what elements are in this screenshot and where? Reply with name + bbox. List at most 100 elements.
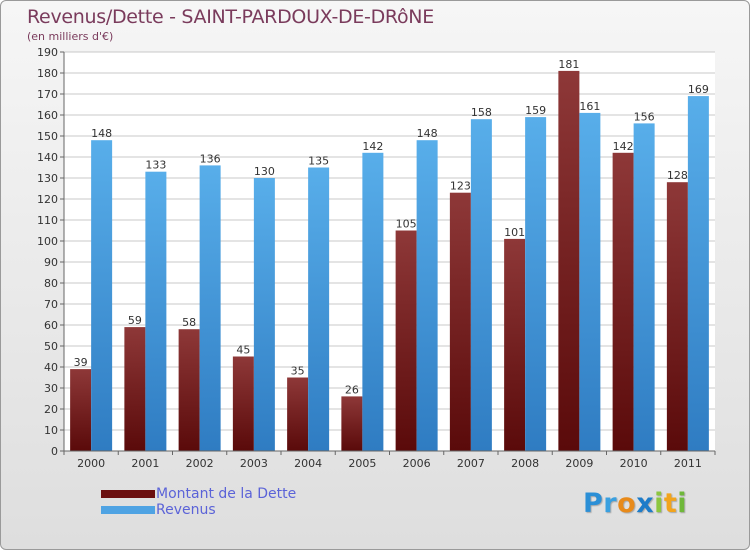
bar-revenus [308, 167, 330, 451]
y-tick-label: 120 [37, 193, 58, 206]
y-tick-label: 20 [44, 403, 58, 416]
data-label: 159 [525, 104, 546, 117]
x-tick-label: 2001 [131, 457, 159, 470]
y-tick-label: 170 [37, 88, 58, 101]
y-tick-label: 50 [44, 340, 58, 353]
data-label: 161 [579, 100, 600, 113]
x-tick-label: 2011 [674, 457, 702, 470]
bars [70, 70, 709, 452]
data-label: 181 [558, 58, 579, 71]
y-tick-label: 60 [44, 319, 58, 332]
y-tick-label: 150 [37, 130, 58, 143]
data-label: 35 [291, 365, 305, 378]
legend-swatch-dette [101, 490, 155, 498]
bar-revenus [687, 96, 709, 451]
bar-dette [395, 230, 417, 451]
data-label: 148 [91, 127, 112, 140]
x-tick-label: 2008 [511, 457, 539, 470]
chart-subtitle: (en milliers d'€) [27, 30, 114, 43]
legend-label-dette: Montant de la Dette [156, 486, 297, 502]
bar-revenus [91, 140, 113, 451]
data-label: 26 [345, 383, 359, 396]
y-tick-label: 160 [37, 109, 58, 122]
logo-letter: x [636, 488, 655, 519]
y-tick-label: 30 [44, 382, 58, 395]
data-label: 39 [74, 356, 88, 369]
bar-revenus [199, 165, 221, 451]
legend-swatch-revenus [101, 506, 155, 514]
chart-title: Revenus/Dette - SAINT-PARDOUX-DE-DRôNE [27, 6, 434, 28]
logo-letter: i [677, 488, 688, 519]
bar-dette [341, 396, 363, 451]
x-tick-label: 2005 [348, 457, 376, 470]
data-label: 135 [308, 155, 329, 168]
bar-revenus [525, 117, 547, 451]
logo-letter: i [654, 488, 664, 519]
data-label: 130 [254, 165, 275, 178]
bar-dette [449, 192, 471, 451]
y-tick-label: 100 [37, 235, 58, 248]
bar-dette [558, 70, 580, 452]
logo-letter: t [663, 488, 678, 519]
plot-area [64, 52, 715, 451]
grid-lines [64, 51, 715, 452]
data-label: 156 [634, 110, 655, 123]
bar-dette [232, 356, 254, 451]
bar-revenus [633, 123, 655, 452]
y-tick-label: 140 [37, 151, 58, 164]
data-label: 133 [145, 159, 166, 172]
proxiti-logo: Proxiti [583, 488, 687, 519]
data-label: 105 [396, 218, 417, 231]
data-label: 58 [182, 316, 196, 329]
bar-revenus [579, 112, 601, 452]
y-tick-label: 180 [37, 67, 58, 80]
y-tick-label: 10 [44, 424, 58, 437]
bar-dette [124, 327, 146, 451]
bar-revenus [253, 178, 275, 451]
logo-letter: P [583, 488, 604, 519]
data-labels: 39 148 59 133 58 136 45 130 35 135 26 142 105 148 123 1… [74, 58, 709, 396]
data-label: 123 [450, 180, 471, 193]
data-label: 169 [688, 83, 709, 96]
y-tick-label: 0 [51, 445, 58, 458]
data-label: 136 [200, 152, 221, 165]
data-label: 101 [504, 226, 525, 239]
x-tick-label: 2009 [565, 457, 593, 470]
bar-dette [287, 377, 309, 451]
bar-dette [666, 182, 688, 451]
x-tick-label: 2006 [403, 457, 431, 470]
y-tick-label: 90 [44, 256, 58, 269]
data-label: 128 [667, 169, 688, 182]
data-label: 142 [613, 140, 634, 153]
x-tick-label: 2002 [186, 457, 214, 470]
x-tick-label: 2003 [240, 457, 268, 470]
logo-letter: o [617, 488, 637, 519]
bar-revenus [470, 119, 492, 451]
y-tick-label: 190 [37, 46, 58, 59]
bar-dette [504, 238, 526, 451]
data-label: 142 [362, 140, 383, 153]
legend-label-revenus: Revenus [156, 502, 216, 518]
data-label: 45 [236, 344, 250, 357]
x-tick-label: 2010 [620, 457, 648, 470]
axes: 0 10 20 30 40 50 60 70 80 90 100 110 120 130 140 150 160… [37, 46, 716, 470]
bar-dette [70, 369, 92, 451]
y-tick-label: 80 [44, 277, 58, 290]
y-tick-label: 70 [44, 298, 58, 311]
x-tick-label: 2007 [457, 457, 485, 470]
data-label: 148 [417, 127, 438, 140]
x-tick-label: 2000 [77, 457, 105, 470]
bar-dette [178, 329, 200, 451]
logo-letter: r [603, 488, 618, 519]
bar-dette [612, 152, 634, 452]
y-tick-label: 40 [44, 361, 58, 374]
bar-revenus [416, 140, 438, 451]
bar-revenus [145, 171, 167, 451]
y-tick-label: 130 [37, 172, 58, 185]
y-tick-label: 110 [37, 214, 58, 227]
bar-revenus [362, 152, 384, 452]
x-tick-label: 2004 [294, 457, 322, 470]
data-label: 158 [471, 106, 492, 119]
